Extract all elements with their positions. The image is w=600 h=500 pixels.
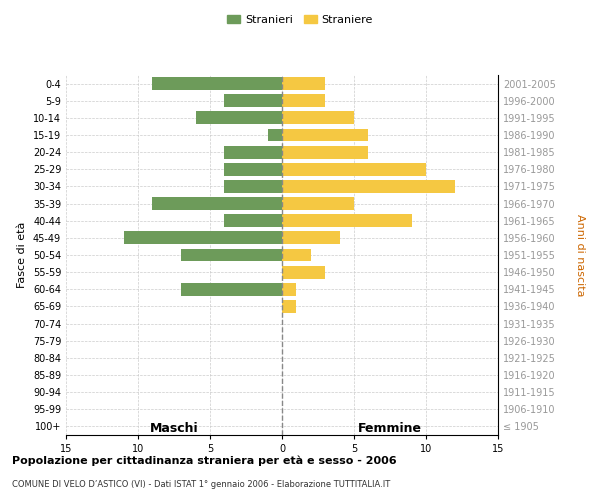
Bar (282, 146, 368, 158)
Bar (224, 214, 282, 227)
Bar (282, 232, 340, 244)
Bar (282, 214, 412, 227)
Y-axis label: Anni di nascita: Anni di nascita (575, 214, 585, 296)
Legend: Stranieri, Straniere: Stranieri, Straniere (223, 10, 377, 29)
Bar (282, 77, 325, 90)
Bar (282, 300, 296, 313)
Bar (282, 266, 325, 278)
Bar (181, 248, 282, 262)
Text: COMUNE DI VELO D’ASTICO (VI) - Dati ISTAT 1° gennaio 2006 - Elaborazione TUTTITA: COMUNE DI VELO D’ASTICO (VI) - Dati ISTA… (12, 480, 390, 489)
Bar (282, 283, 296, 296)
Bar (282, 248, 311, 262)
Bar (282, 180, 455, 193)
Bar (152, 197, 282, 210)
Bar (124, 232, 282, 244)
Bar (224, 146, 282, 158)
Text: Popolazione per cittadinanza straniera per età e sesso - 2006: Popolazione per cittadinanza straniera p… (12, 455, 397, 466)
Text: Femmine: Femmine (358, 422, 422, 435)
Bar (181, 283, 282, 296)
Y-axis label: Fasce di età: Fasce di età (17, 222, 27, 288)
Bar (196, 112, 282, 124)
Bar (282, 128, 368, 141)
Bar (224, 180, 282, 193)
Bar (224, 94, 282, 107)
Bar (224, 163, 282, 175)
Bar (282, 112, 354, 124)
Bar (282, 197, 354, 210)
Bar (268, 128, 282, 141)
Text: Maschi: Maschi (149, 422, 199, 435)
Bar (152, 77, 282, 90)
Bar (282, 94, 325, 107)
Bar (282, 163, 426, 175)
